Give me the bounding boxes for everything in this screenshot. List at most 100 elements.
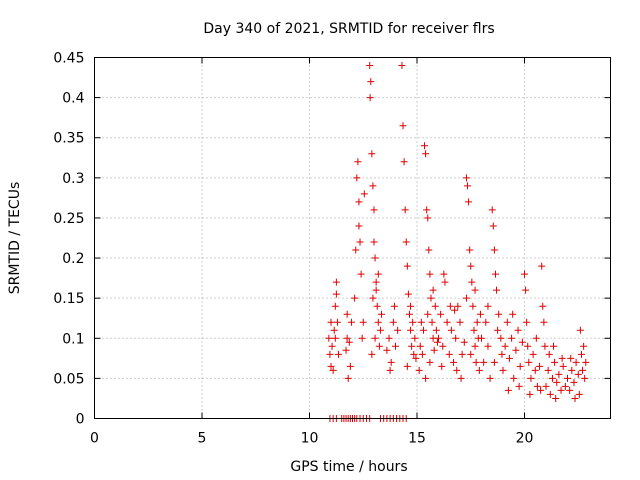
data-point [510, 374, 518, 382]
data-point [378, 310, 386, 318]
data-point [501, 342, 509, 350]
data-point [359, 318, 367, 326]
data-point [536, 362, 544, 370]
data-point [574, 370, 582, 378]
data-point [424, 310, 432, 318]
plot-frame [94, 57, 611, 419]
data-point [353, 174, 361, 182]
data-point [345, 338, 353, 346]
data-point [466, 246, 474, 254]
y-tick-label: 0.3 [62, 171, 84, 187]
data-point [400, 158, 408, 166]
grid [94, 57, 611, 419]
data-point [566, 386, 574, 394]
data-point [550, 342, 558, 350]
data-point [372, 278, 380, 286]
data-point [445, 350, 453, 358]
data-point [407, 302, 415, 310]
data-point [437, 310, 445, 318]
data-point [333, 318, 341, 326]
data-point [579, 366, 587, 374]
data-point [418, 350, 426, 358]
data-point [392, 342, 399, 350]
data-point [564, 374, 571, 382]
y-axis-label: SRMTID / TECUs [7, 182, 23, 295]
data-point [411, 334, 419, 342]
data-point [407, 326, 415, 334]
data-point [326, 350, 334, 358]
data-point [542, 382, 550, 390]
data-point [343, 334, 351, 342]
data-point [419, 326, 427, 334]
data-point [428, 318, 436, 326]
data-point [490, 246, 498, 254]
y-tick-label: 0.25 [53, 211, 84, 227]
data-point [417, 318, 425, 326]
data-point [394, 326, 402, 334]
data-point [515, 382, 523, 390]
data-point [329, 366, 337, 374]
data-point [374, 270, 382, 278]
data-point [531, 366, 539, 374]
data-point [452, 334, 460, 342]
data-point [372, 286, 380, 294]
data-point [457, 374, 465, 382]
data-point [355, 198, 363, 206]
data-point [403, 262, 411, 270]
data-point [467, 350, 475, 358]
y-tick-label: 0.1 [62, 331, 84, 347]
data-point [516, 362, 524, 370]
data-point [409, 318, 417, 326]
data-point [471, 342, 479, 350]
data-point [473, 318, 481, 326]
data-point [527, 374, 535, 382]
data-point [327, 318, 335, 326]
y-tick-label: 0.15 [53, 291, 84, 307]
data-point [433, 338, 441, 346]
data-point [451, 306, 459, 314]
data-point [366, 94, 374, 102]
y-tick-label: 0.35 [53, 131, 84, 147]
data-point [525, 358, 533, 366]
x-tick-label: 0 [90, 431, 99, 447]
data-point [544, 366, 552, 374]
data-point [488, 206, 496, 214]
data-point [402, 238, 410, 246]
data-point [440, 270, 448, 278]
data-point [403, 362, 411, 370]
data-point [503, 318, 511, 326]
data-point [475, 366, 483, 374]
data-point [472, 358, 480, 366]
data-point [493, 286, 501, 294]
data-point [540, 318, 548, 326]
data-point [358, 334, 366, 342]
data-point [328, 342, 336, 350]
data-point [383, 346, 391, 354]
data-point [497, 334, 505, 342]
data-point [426, 270, 434, 278]
data-point [533, 382, 541, 390]
data-point [460, 338, 468, 346]
y-tick-label: 0.2 [62, 251, 84, 267]
data-point [427, 294, 435, 302]
data-point [532, 334, 540, 342]
y-tick-label: 0.05 [53, 371, 84, 387]
data-point [575, 390, 583, 398]
data-point [347, 318, 355, 326]
data-point [567, 354, 575, 362]
data-point [499, 366, 507, 374]
data-point [462, 174, 470, 182]
data-point [576, 326, 584, 334]
y-tick-label: 0.45 [53, 51, 84, 67]
data-point [399, 122, 407, 130]
data-point [367, 78, 375, 86]
data-point [467, 262, 475, 270]
data-point [410, 350, 418, 358]
data-point [456, 318, 464, 326]
data-point [545, 350, 553, 358]
data-point [551, 358, 559, 366]
data-point [415, 366, 423, 374]
data-point [376, 326, 384, 334]
data-point [489, 222, 497, 230]
data-point [465, 198, 473, 206]
